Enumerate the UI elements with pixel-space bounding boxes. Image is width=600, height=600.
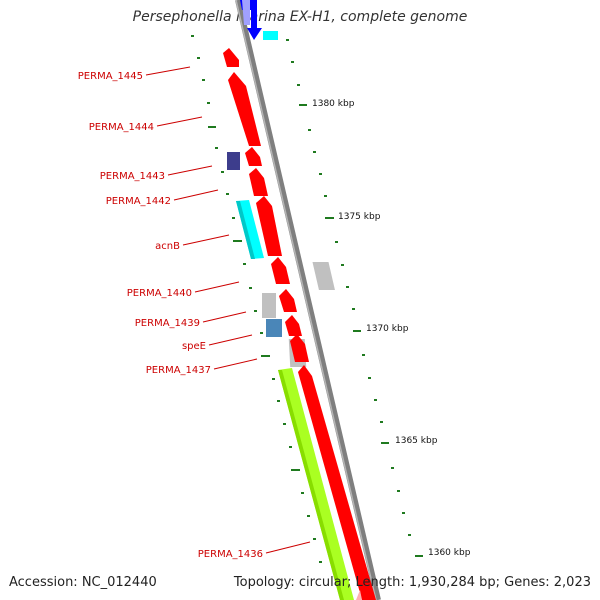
feature-label-perma-1442: PERMA_1442 — [106, 196, 171, 207]
feature-label-perma-1439: PERMA_1439 — [135, 318, 200, 329]
cds-arrow-1443 — [245, 147, 262, 166]
feature-leader-lines — [145, 66, 311, 554]
cds-arrow-1444 — [228, 72, 261, 146]
map-title: Persephonella marina EX-H1, complete gen… — [132, 9, 468, 25]
cds-arrow-1439 — [279, 289, 297, 312]
cds-arrow-1442 — [249, 168, 268, 196]
feature-label-perma-1437: PERMA_1437 — [146, 365, 211, 376]
cds-arrow-spee — [285, 315, 302, 336]
feature-cyan-top — [263, 31, 278, 40]
cds-arrow-1445 — [223, 48, 239, 67]
tick-label-1365: 1365 kbp — [395, 436, 438, 446]
inner-tick-track — [191, 35, 322, 563]
cds-1436-lime-shade — [278, 370, 344, 600]
outer-tick-track — [286, 39, 423, 557]
feature-label-perma-1436: PERMA_1436 — [198, 549, 263, 560]
genome-backbone — [235, 0, 381, 600]
cds-spee-steelblue — [266, 319, 282, 337]
cds-1439-grey — [262, 293, 276, 318]
genome-backbone-highlight — [235, 0, 377, 600]
feature-label-perma-1445: PERMA_1445 — [78, 71, 143, 82]
cds-arrow-acnb — [256, 196, 282, 256]
cds-arrow-1436-tail — [356, 590, 362, 600]
tick-label-1380: 1380 kbp — [312, 99, 355, 109]
tick-label-1370: 1370 kbp — [366, 324, 409, 334]
tick-label-1375: 1375 kbp — [338, 212, 381, 222]
feature-label-perma-1444: PERMA_1444 — [89, 122, 154, 133]
accession-text: Accession: NC_012440 — [9, 575, 157, 590]
feature-label-acnb: acnB — [155, 241, 180, 252]
feature-label-perma-1440: PERMA_1440 — [127, 288, 192, 299]
cds-arrow-1437 — [290, 334, 309, 362]
feature-label-spee: speE — [182, 341, 206, 352]
tick-label-1360: 1360 kbp — [428, 548, 471, 558]
cds-acnb-shade — [236, 201, 255, 259]
cds-1443 — [227, 152, 240, 170]
feature-blue-top-shade — [242, 0, 250, 25]
cds-arrow-1436 — [298, 365, 376, 600]
feature-label-perma-1443: PERMA_1443 — [100, 171, 165, 182]
cds-arrow-1440 — [271, 257, 290, 284]
cds-1440-grey — [312, 262, 335, 290]
genome-summary-text: Topology: circular; Length: 1,930,284 bp… — [233, 575, 591, 590]
